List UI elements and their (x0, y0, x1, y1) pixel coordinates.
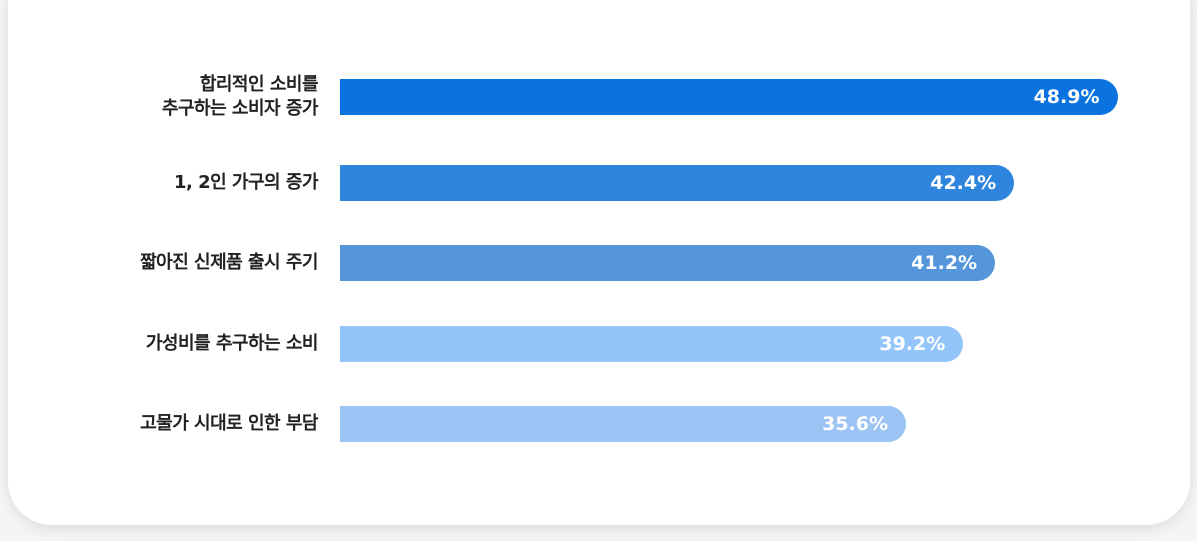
value-label: 35.6% (822, 413, 889, 435)
value-label: 39.2% (879, 333, 946, 355)
bar: 41.2% (340, 245, 996, 281)
value-label: 41.2% (911, 252, 978, 274)
category-label: 1, 2인 가구의 증가 (173, 172, 319, 193)
category-label: 고물가 시대로 인한 부담 (140, 413, 318, 434)
value-label: 48.9% (1033, 86, 1100, 108)
category-label: 합리적인 소비를 추구하는 소비자 증가 (161, 74, 319, 119)
value-label: 42.4% (930, 172, 997, 194)
bar: 48.9% (340, 79, 1118, 115)
bar: 39.2% (340, 326, 964, 362)
bar: 35.6% (340, 406, 907, 442)
bar: 42.4% (340, 165, 1015, 201)
category-label: 가성비를 추구하는 소비 (145, 333, 319, 354)
category-label: 짧아진 신제품 출시 주기 (140, 252, 318, 273)
